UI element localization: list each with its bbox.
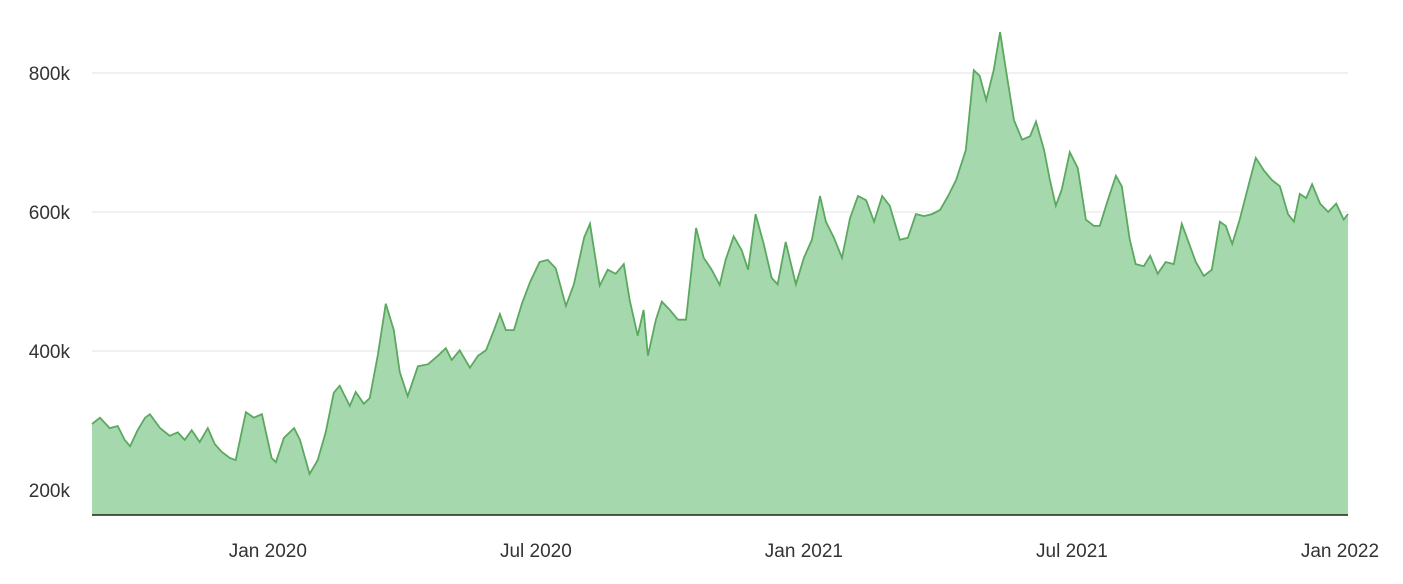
x-tick-label: Jul 2020 <box>500 541 572 562</box>
y-tick-label: 400k <box>29 342 71 363</box>
line <box>91 31 1349 477</box>
x-tick-label: Jul 2021 <box>1036 541 1108 562</box>
y-tick-label: 800k <box>29 64 71 85</box>
y-tick-label: 600k <box>29 203 71 224</box>
x-tick-label: Jan 2021 <box>765 541 843 562</box>
y-tick-label: 200k <box>29 481 71 502</box>
x-tick-label: Jan 2020 <box>229 541 307 562</box>
x-tick-label: Jan 2022 <box>1301 541 1379 562</box>
area <box>92 32 1348 515</box>
